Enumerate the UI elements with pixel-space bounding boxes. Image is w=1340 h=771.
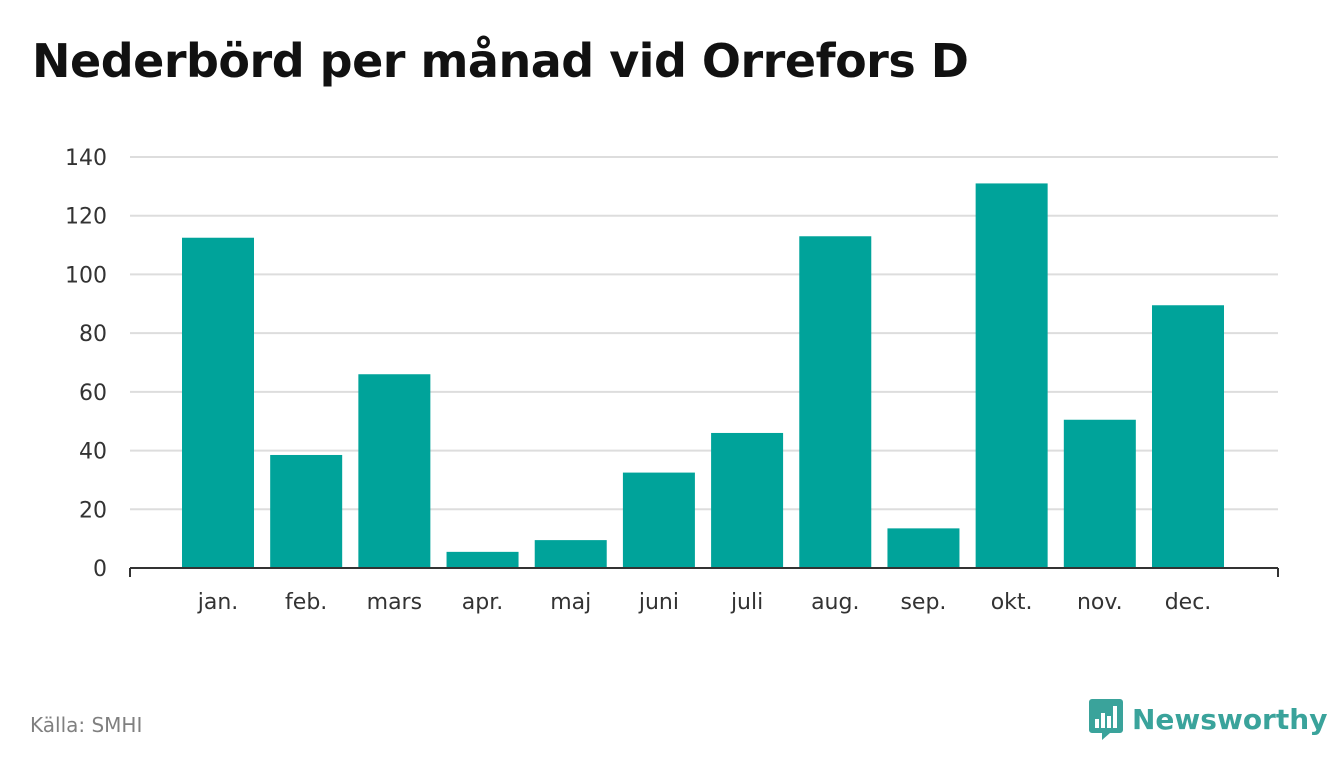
y-tick-label: 60 [79, 381, 107, 406]
x-axis [129, 567, 1279, 577]
bar-aug [799, 236, 872, 568]
x-tick-label: jan. [197, 590, 239, 615]
y-tick-label: 140 [65, 146, 107, 171]
brand-logo: Newsworthy [1088, 697, 1327, 741]
bar-nov [1063, 419, 1136, 568]
x-tick-label: nov. [1077, 590, 1123, 615]
source-note: Källa: SMHI [30, 713, 143, 737]
bar-sep [887, 528, 960, 568]
y-tick-label: 20 [79, 498, 107, 523]
bars [182, 183, 1224, 568]
y-tick-label: 120 [65, 205, 107, 230]
bar-okt [975, 183, 1048, 568]
bar-juli [711, 432, 784, 568]
y-tick-label: 100 [65, 263, 107, 288]
x-tick-label: feb. [285, 590, 327, 615]
bar-apr [446, 551, 519, 568]
brand-name: Newsworthy [1132, 702, 1328, 736]
x-tick-label: okt. [991, 590, 1033, 615]
x-tick-label: apr. [462, 590, 503, 615]
bar-feb [270, 454, 343, 568]
x-tick-label: maj [550, 590, 591, 615]
chart-title: Nederbörd per månad vid Orrefors D [32, 34, 969, 88]
bar-maj [534, 540, 607, 568]
x-tick-label: dec. [1165, 590, 1212, 615]
bar-dec [1152, 305, 1224, 568]
y-tick-label: 40 [79, 440, 107, 465]
bar-mars [358, 374, 431, 568]
x-tick-label: juli [730, 590, 763, 615]
x-tick-label: aug. [811, 590, 859, 615]
x-tick-label: juni [638, 590, 679, 615]
x-axis-labels: jan. feb. mars apr. maj juni juli aug. sep. okt. n… [197, 590, 1212, 615]
y-axis-labels: 0 20 40 60 80 100 120 140 [65, 146, 107, 582]
newsworthy-logo-icon [1089, 699, 1123, 740]
y-tick-label: 80 [79, 322, 107, 347]
x-tick-label: sep. [900, 590, 946, 615]
x-tick-label: mars [367, 590, 422, 615]
bar-chart: 0 20 40 60 80 100 120 140 jan. feb. mars apr. maj ju… [65, 146, 1279, 615]
y-tick-label: 0 [93, 557, 107, 582]
bar-jan [182, 237, 254, 568]
bar-juni [622, 472, 695, 568]
